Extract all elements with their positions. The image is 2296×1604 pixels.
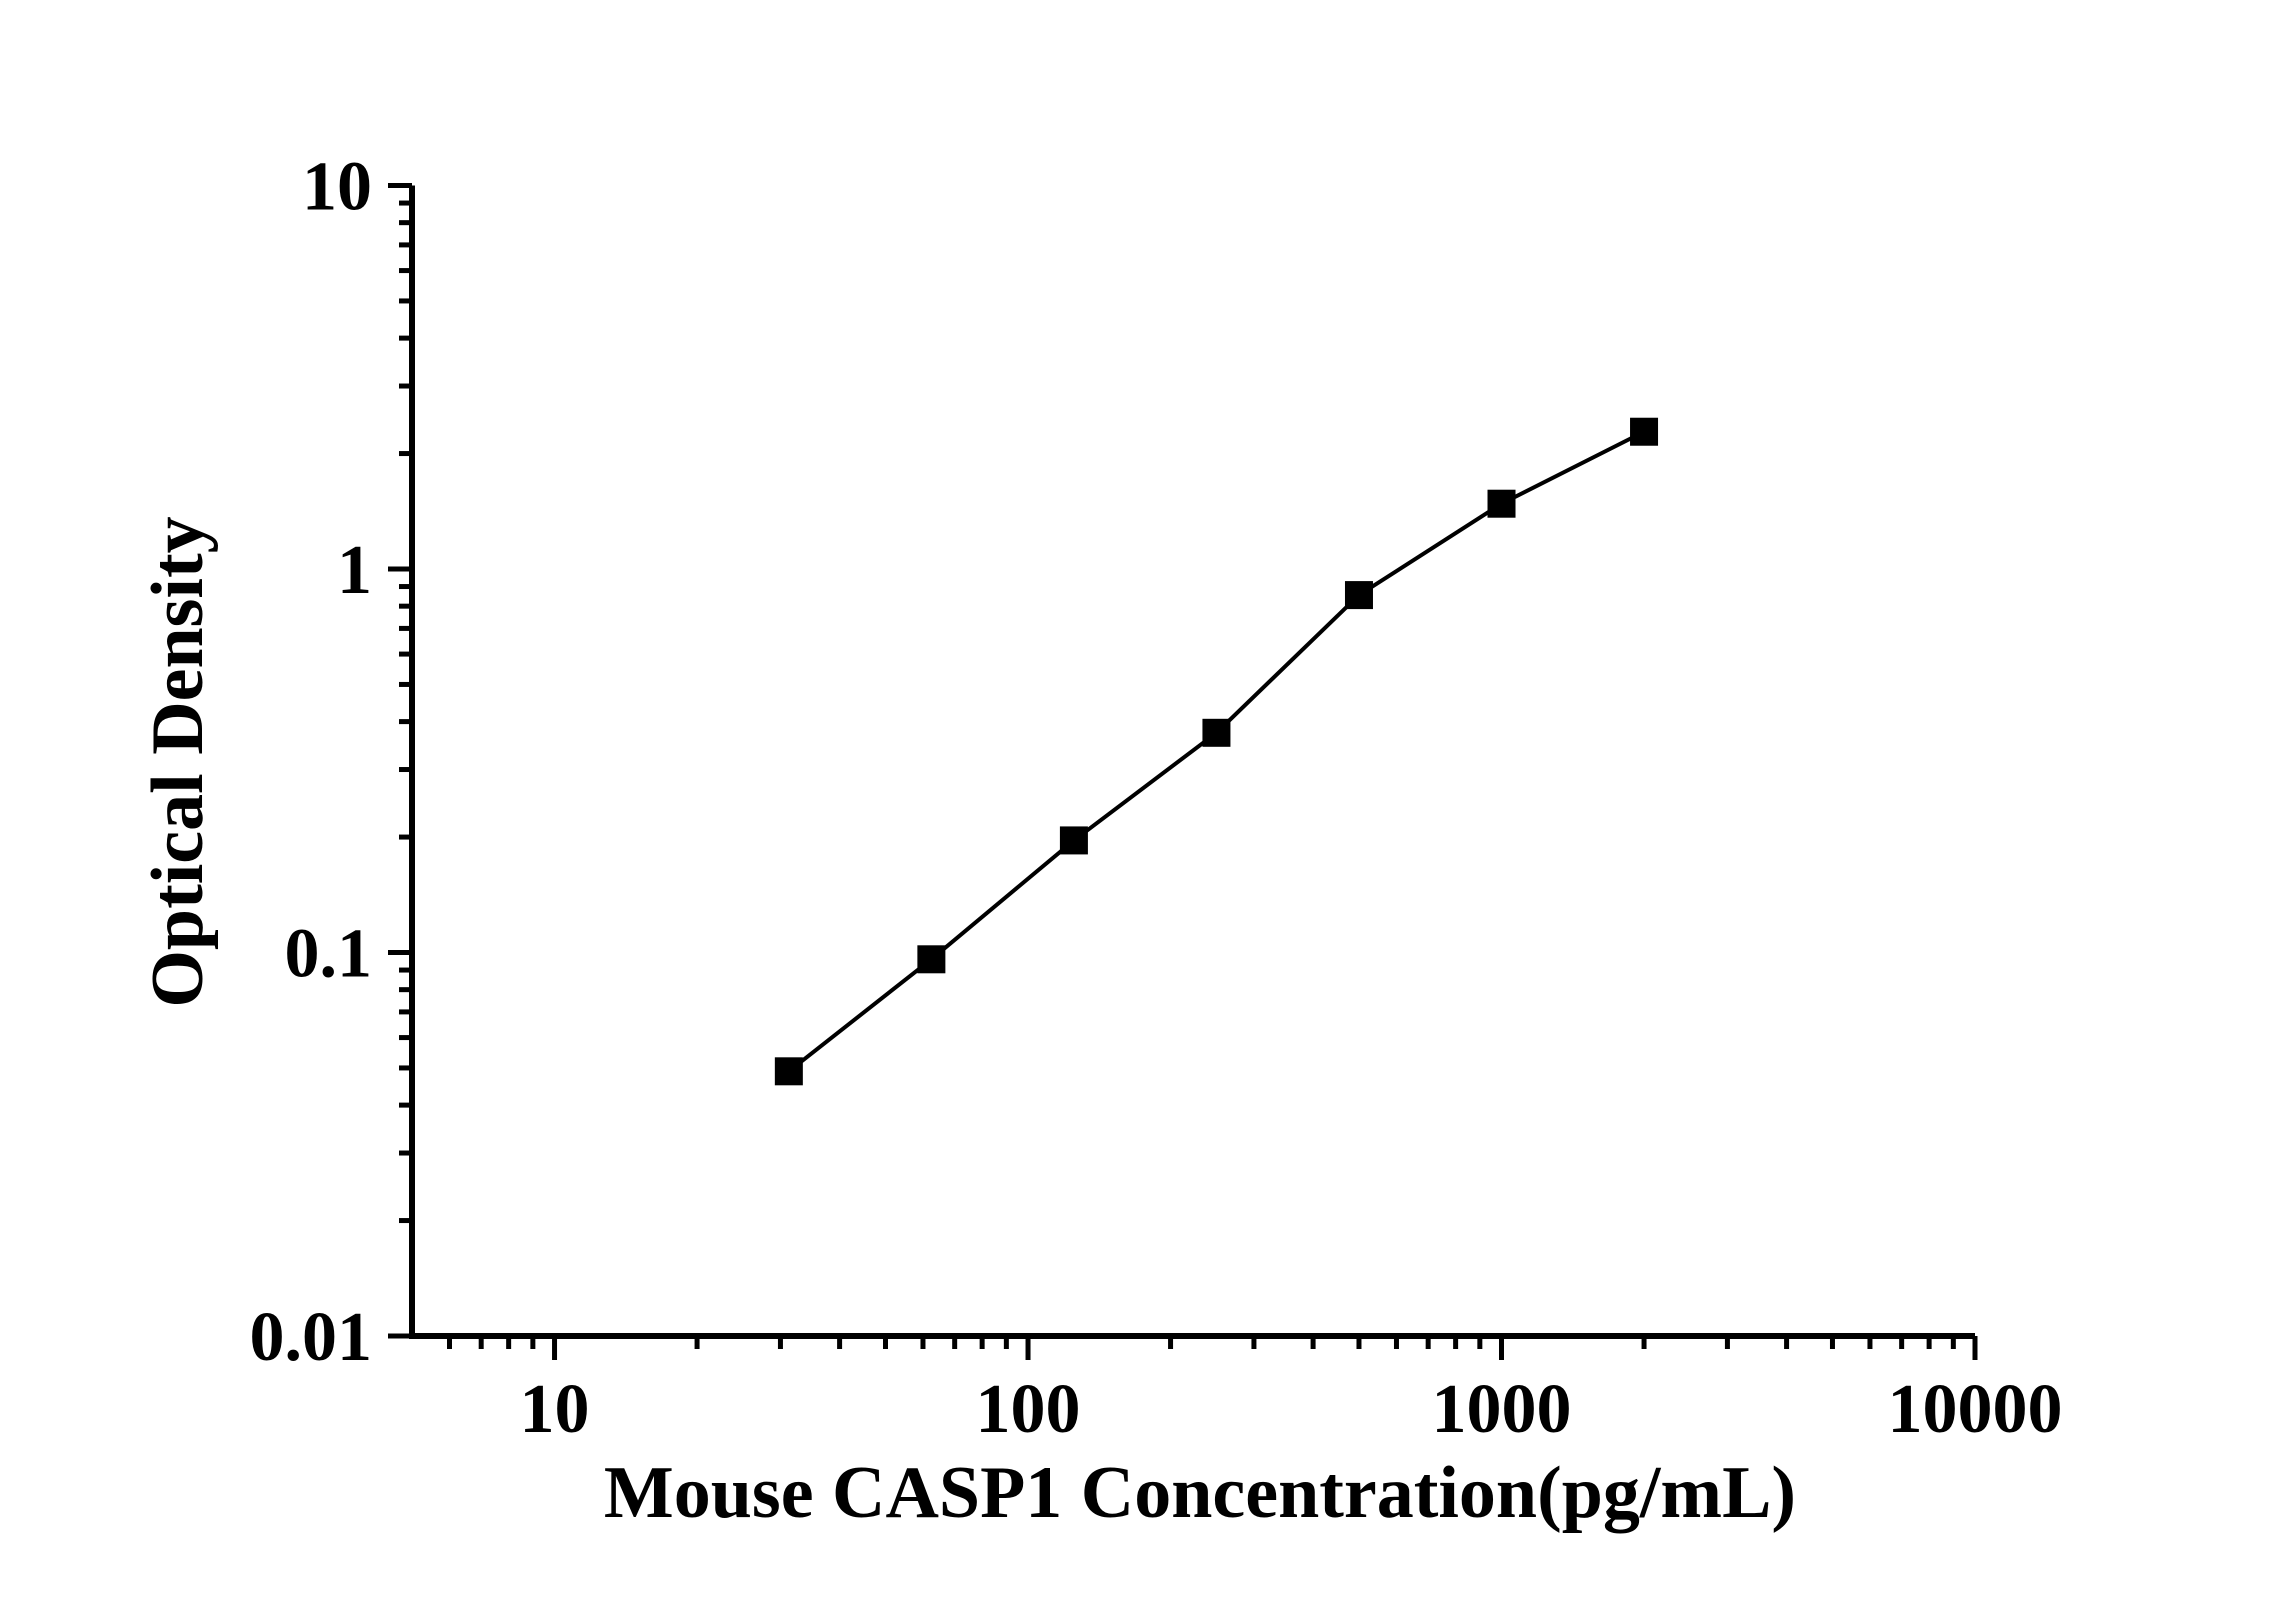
y-tick-label: 0.01 [250, 1299, 373, 1376]
data-point-marker [1059, 826, 1088, 855]
x-tick-label: 10 [520, 1371, 590, 1448]
x-axis-title: Mouse CASP1 Concentration(pg/mL) [604, 1452, 1796, 1534]
series-line [787, 429, 1645, 1073]
y-tick-label: 1 [337, 532, 372, 609]
data-point-marker [1202, 718, 1231, 747]
y-tick-label: 0.1 [285, 916, 373, 993]
series-layer [774, 417, 1659, 1086]
data-point-marker [1344, 581, 1373, 610]
data-point-marker [1630, 417, 1659, 446]
data-point-marker [774, 1057, 803, 1086]
data-point-marker [1487, 489, 1516, 518]
y-tick-label: 10 [302, 149, 372, 226]
axes-layer: 10 100 1000 10000 0.01 0.1 1 10 [250, 149, 2063, 1449]
x-tick-label: 100 [976, 1371, 1081, 1448]
x-tick-label: 1000 [1432, 1371, 1572, 1448]
x-tick-label: 10000 [1888, 1371, 2063, 1448]
y-axis-title: Optical Density [137, 516, 219, 1007]
data-point-marker [917, 945, 946, 974]
